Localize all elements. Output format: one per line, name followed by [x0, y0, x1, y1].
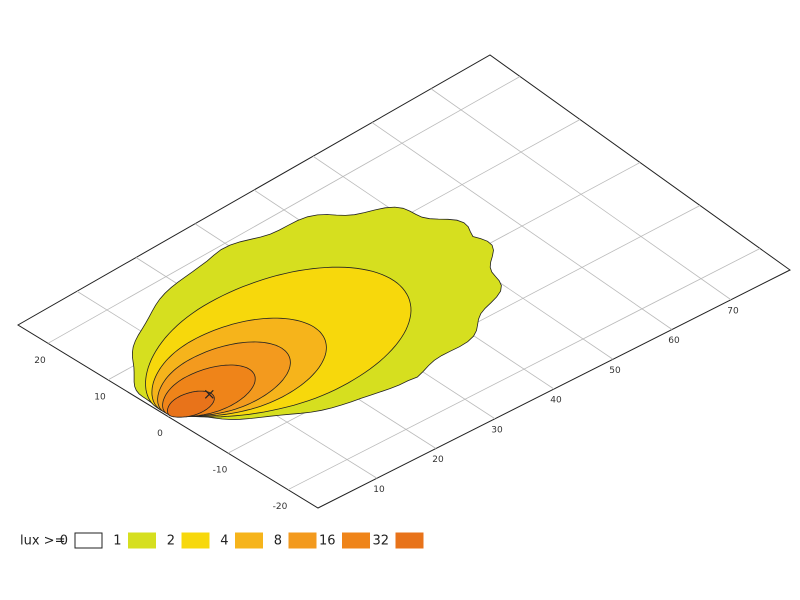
- legend: lux >= 0 1 2 4 8 16 32: [20, 532, 424, 549]
- x-tick-label: 10: [373, 485, 385, 495]
- y-tick-label: 10: [94, 392, 106, 402]
- y-tick-label: -20: [273, 502, 288, 512]
- grid-line: [287, 248, 761, 491]
- contour-region: [166, 390, 215, 418]
- legend-swatch: [235, 532, 263, 549]
- legend-swatch: [128, 532, 156, 549]
- x-tick-label: 30: [491, 425, 503, 435]
- x-tick-label: 20: [432, 455, 444, 465]
- legend-label: 32: [372, 534, 389, 549]
- legend-swatch: [74, 532, 103, 549]
- legend-label: 8: [274, 534, 282, 549]
- y-tick-label: -10: [213, 466, 228, 476]
- y-tick-label: 20: [34, 356, 46, 366]
- grid-line: [47, 76, 521, 344]
- legend-title: lux >=: [20, 534, 65, 549]
- x-tick-label: 40: [550, 396, 562, 406]
- legend-label: 0: [60, 534, 68, 549]
- x-tick-label: 60: [668, 336, 680, 346]
- legend-swatch: [288, 532, 317, 549]
- legend-swatch: [181, 532, 210, 549]
- legend-swatch: [395, 532, 424, 549]
- legend-swatch: [342, 532, 370, 549]
- legend-label: 16: [319, 534, 336, 549]
- legend-label: 2: [167, 534, 175, 549]
- y-tick-label: 0: [157, 429, 163, 439]
- source-marker: [204, 389, 214, 399]
- legend-label: 4: [220, 534, 228, 549]
- legend-label: 1: [113, 534, 121, 549]
- x-tick-label: 50: [609, 366, 621, 376]
- x-tick-label: 70: [727, 306, 739, 316]
